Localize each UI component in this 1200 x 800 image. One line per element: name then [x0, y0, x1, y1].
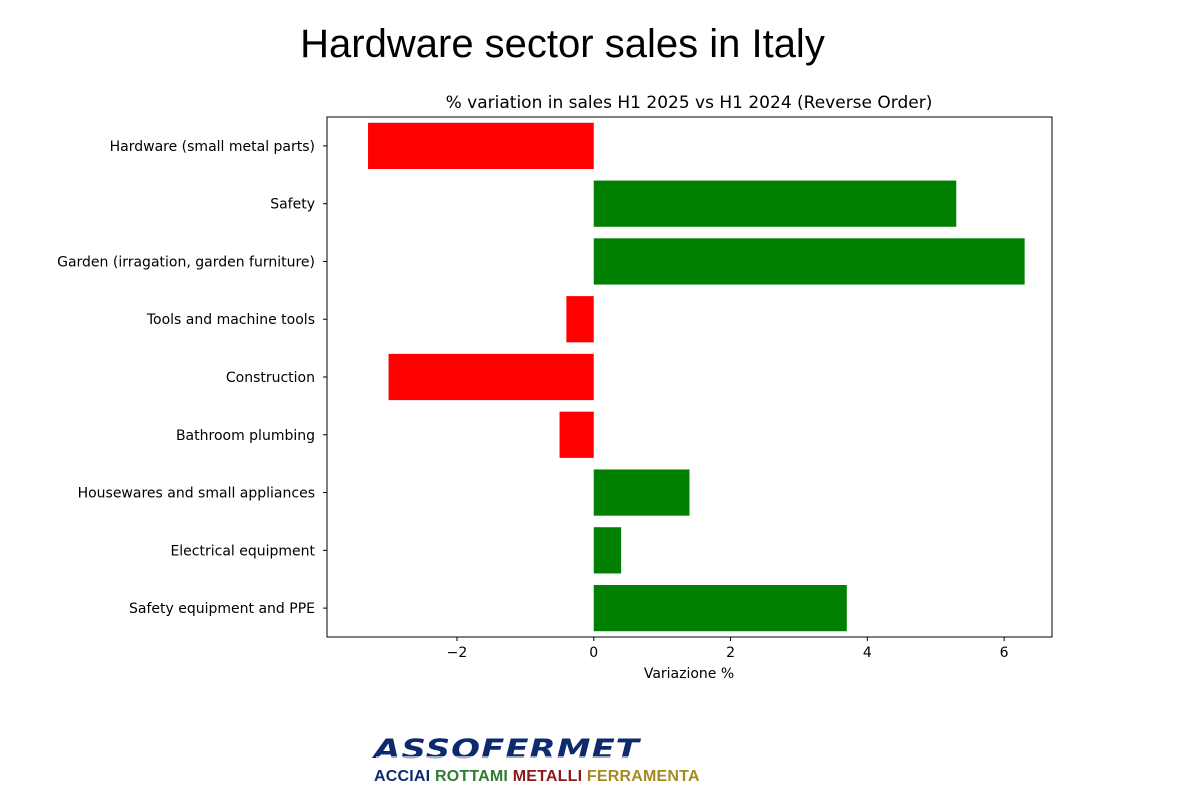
- y-tick-label: Garden (irragation, garden furniture): [57, 254, 315, 270]
- bar-2: [593, 238, 1025, 285]
- bar-8: [593, 585, 847, 632]
- assofermet-logo: ASSOFERMET ACCIAI ROTTAMI METALLI FERRAM…: [372, 734, 702, 792]
- logo-tagline-word: ACCIAI: [374, 768, 431, 785]
- logo-tagline-word: ROTTAMI: [434, 768, 509, 785]
- page-title: Hardware sector sales in Italy: [300, 22, 825, 66]
- bars-group: [368, 122, 1025, 632]
- x-ticks-group: −2 0 2 4 6: [447, 637, 1009, 661]
- x-tick-label: 0: [589, 645, 598, 661]
- logo-tagline-word: METALLI: [512, 768, 583, 785]
- y-tick-label: Electrical equipment: [170, 543, 315, 559]
- y-tick-label: Safety: [270, 197, 315, 213]
- chart-title: % variation in sales H1 2025 vs H1 2024 …: [446, 93, 933, 113]
- plot-frame: [326, 116, 1053, 638]
- bar-chart: % variation in sales H1 2025 vs H1 2024 …: [57, 93, 1053, 682]
- x-axis-label: Variazione %: [644, 666, 734, 682]
- logo-tagline-word: FERRAMENTA: [586, 768, 700, 785]
- x-tick-label: 2: [726, 645, 735, 661]
- bar-5: [559, 411, 594, 458]
- y-tick-label: Tools and machine tools: [146, 312, 315, 328]
- bar-1: [593, 180, 957, 227]
- x-tick-label: 4: [863, 645, 872, 661]
- bar-3: [566, 296, 594, 343]
- bar-4: [388, 353, 594, 401]
- bar-0: [368, 122, 594, 169]
- y-tick-label: Hardware (small metal parts): [110, 139, 315, 155]
- y-tick-label: Housewares and small appliances: [78, 486, 315, 502]
- logo-stripe: [376, 756, 698, 759]
- bar-6: [593, 469, 690, 516]
- x-tick-label: −2: [447, 645, 468, 661]
- y-tick-label: Bathroom plumbing: [176, 428, 315, 444]
- y-tick-label: Safety equipment and PPE: [129, 601, 315, 617]
- y-ticks-group: Hardware (small metal parts) Safety Garden…: [57, 139, 327, 617]
- bar-7: [593, 527, 622, 574]
- logo-wordmark: ASSOFERMET: [374, 734, 640, 766]
- x-tick-label: 6: [1000, 645, 1009, 661]
- logo-tagline: ACCIAI ROTTAMI METALLI FERRAMENTA: [374, 768, 700, 786]
- y-tick-label: Construction: [226, 370, 315, 386]
